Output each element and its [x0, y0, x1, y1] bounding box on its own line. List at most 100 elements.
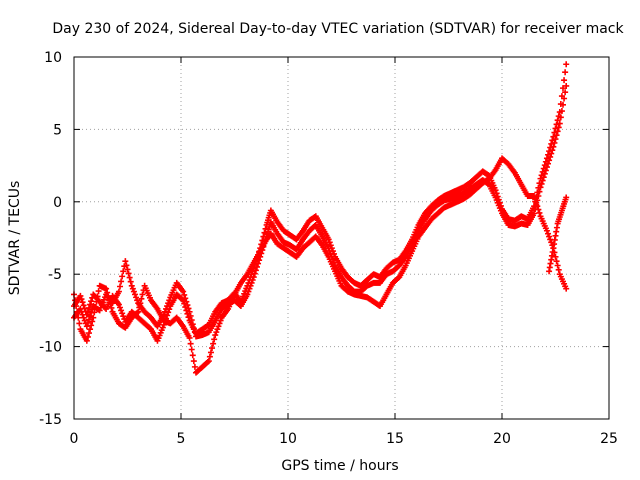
data-point	[325, 245, 332, 252]
data-point	[558, 108, 565, 115]
x-tick-label: 25	[600, 431, 618, 447]
data-point	[252, 267, 259, 274]
axis-ticks: 0 5 10 15 20 25 -15 -10 -5 0 5 10	[39, 50, 618, 447]
data-point	[85, 304, 92, 311]
data-point	[124, 266, 131, 273]
data-point	[119, 310, 126, 317]
data-point	[551, 139, 558, 146]
data-point	[542, 167, 549, 174]
data-point	[119, 273, 126, 280]
data-point	[553, 258, 560, 265]
data-point	[166, 297, 173, 304]
data-point	[84, 333, 91, 340]
y-tick-label: -15	[39, 412, 62, 428]
data-point	[138, 295, 145, 302]
data-point	[163, 305, 170, 312]
data-point	[84, 308, 91, 315]
data-point	[88, 322, 95, 329]
data-point	[187, 340, 194, 347]
data-point	[253, 263, 260, 270]
data-point	[81, 317, 88, 324]
satellite-track-3	[71, 155, 570, 376]
data-point	[87, 313, 94, 320]
data-point	[561, 95, 568, 102]
data-point	[531, 210, 538, 217]
y-axis-label: SDTVAR / TECUs	[7, 181, 23, 296]
data-point	[125, 270, 132, 277]
plot-frame	[73, 56, 610, 420]
data-point	[93, 298, 100, 305]
data-point	[129, 285, 136, 292]
data-point	[181, 291, 188, 298]
data-point	[549, 147, 556, 154]
data-point	[79, 299, 86, 306]
data-point	[535, 206, 542, 213]
data-point	[80, 302, 87, 309]
data-point	[563, 82, 570, 89]
data-point	[117, 304, 124, 311]
data-point	[161, 308, 168, 315]
data-point	[204, 359, 211, 366]
data-point	[72, 297, 79, 304]
data-point	[122, 258, 129, 265]
data-point	[191, 329, 198, 336]
data-point	[543, 164, 550, 171]
data-point	[563, 285, 570, 292]
data-point	[543, 227, 550, 234]
data-point	[536, 209, 543, 216]
data-point	[248, 279, 255, 286]
data-point	[83, 323, 90, 330]
x-tick-label: 10	[279, 431, 297, 447]
data-point	[87, 301, 94, 308]
data-point	[117, 283, 124, 290]
data-point	[547, 153, 554, 160]
data-point	[108, 304, 115, 311]
data-point	[559, 85, 566, 92]
data-point	[546, 157, 553, 164]
data-point	[255, 260, 262, 267]
data-point	[562, 89, 569, 96]
data-point	[118, 307, 125, 314]
data-point	[534, 203, 541, 210]
data-point	[92, 304, 99, 311]
data-point	[539, 177, 546, 184]
data-point	[206, 353, 213, 360]
data-point	[77, 292, 84, 299]
data-point	[91, 309, 98, 316]
data-point	[79, 311, 86, 318]
data-point	[249, 276, 256, 283]
data-point	[126, 274, 133, 281]
data-point	[74, 308, 81, 315]
data-point	[190, 325, 197, 332]
data-point	[562, 69, 569, 76]
data-point	[538, 180, 545, 187]
data-point	[554, 128, 561, 135]
data-point	[216, 320, 223, 327]
data-point	[105, 293, 112, 300]
data-point	[120, 268, 127, 275]
data-point	[130, 288, 137, 295]
data-point	[186, 334, 193, 341]
data-point	[531, 193, 538, 200]
x-tick-label: 0	[70, 431, 79, 447]
data-point	[186, 308, 193, 315]
data-point	[554, 262, 561, 269]
data-point	[561, 77, 568, 84]
data-point	[135, 308, 142, 315]
data-point	[134, 297, 141, 304]
data-point	[106, 297, 113, 304]
data-point	[190, 358, 197, 365]
data-point	[536, 188, 543, 195]
data-point	[244, 291, 251, 298]
data-point	[123, 262, 130, 269]
data-point	[128, 282, 135, 289]
x-axis-label: GPS time / hours	[281, 458, 398, 474]
data-point	[214, 326, 221, 333]
data-point	[217, 317, 224, 324]
data-point	[107, 301, 114, 308]
data-point	[164, 303, 171, 310]
data-point	[77, 305, 84, 312]
data-point	[89, 318, 96, 325]
data-point	[131, 291, 138, 298]
